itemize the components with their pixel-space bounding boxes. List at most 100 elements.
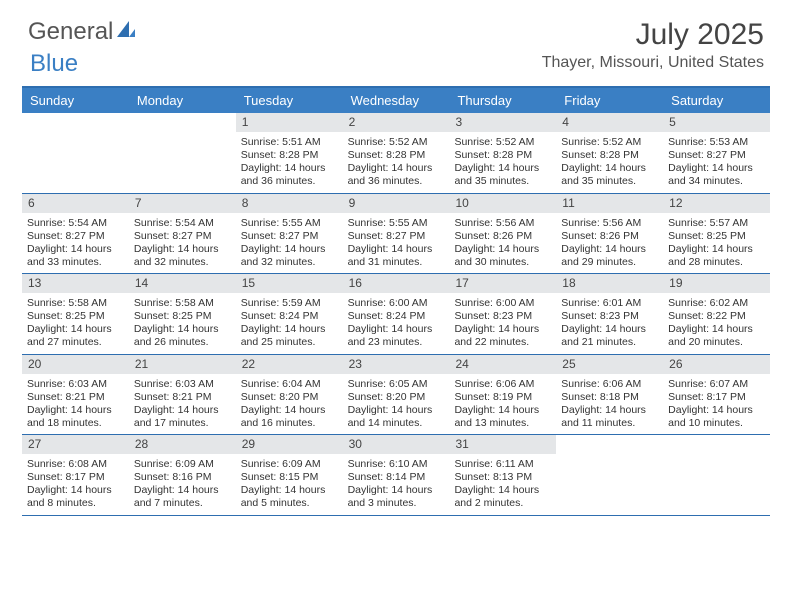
sunrise-text: Sunrise: 6:00 AM — [348, 297, 445, 310]
day-cell: 24Sunrise: 6:06 AMSunset: 8:19 PMDayligh… — [449, 355, 556, 435]
logo: General — [28, 18, 137, 46]
day-cell: 16Sunrise: 6:00 AMSunset: 8:24 PMDayligh… — [343, 274, 450, 354]
daylight-text-2: and 10 minutes. — [668, 417, 765, 430]
day-body: Sunrise: 5:57 AMSunset: 8:25 PMDaylight:… — [663, 215, 770, 274]
daylight-text-2: and 16 minutes. — [241, 417, 338, 430]
sunrise-text: Sunrise: 6:10 AM — [348, 458, 445, 471]
day-number: 4 — [556, 113, 663, 132]
day-cell: 9Sunrise: 5:55 AMSunset: 8:27 PMDaylight… — [343, 194, 450, 274]
day-number: 19 — [663, 274, 770, 293]
daylight-text-1: Daylight: 14 hours — [454, 404, 551, 417]
day-number: 25 — [556, 355, 663, 374]
day-body: Sunrise: 6:07 AMSunset: 8:17 PMDaylight:… — [663, 376, 770, 435]
day-number: 17 — [449, 274, 556, 293]
sunset-text: Sunset: 8:17 PM — [668, 391, 765, 404]
daylight-text-1: Daylight: 14 hours — [668, 323, 765, 336]
day-cell: 2Sunrise: 5:52 AMSunset: 8:28 PMDaylight… — [343, 113, 450, 193]
daylight-text-1: Daylight: 14 hours — [27, 484, 124, 497]
daylight-text-1: Daylight: 14 hours — [668, 404, 765, 417]
empty-cell — [22, 113, 129, 193]
logo-text-general: General — [28, 18, 113, 46]
header: General July 2025 Thayer, Missouri, Unit… — [0, 0, 792, 78]
daylight-text-2: and 8 minutes. — [27, 497, 124, 510]
daylight-text-1: Daylight: 14 hours — [134, 243, 231, 256]
sunrise-text: Sunrise: 6:09 AM — [241, 458, 338, 471]
day-number: 30 — [343, 435, 450, 454]
day-body: Sunrise: 6:08 AMSunset: 8:17 PMDaylight:… — [22, 456, 129, 515]
day-cell: 20Sunrise: 6:03 AMSunset: 8:21 PMDayligh… — [22, 355, 129, 435]
daylight-text-2: and 25 minutes. — [241, 336, 338, 349]
daylight-text-2: and 22 minutes. — [454, 336, 551, 349]
sunset-text: Sunset: 8:25 PM — [668, 230, 765, 243]
day-body: Sunrise: 5:53 AMSunset: 8:27 PMDaylight:… — [663, 134, 770, 193]
sunrise-text: Sunrise: 5:58 AM — [27, 297, 124, 310]
month-title: July 2025 — [542, 18, 764, 52]
day-number: 29 — [236, 435, 343, 454]
sunset-text: Sunset: 8:17 PM — [27, 471, 124, 484]
sunrise-text: Sunrise: 5:55 AM — [348, 217, 445, 230]
daylight-text-2: and 13 minutes. — [454, 417, 551, 430]
daylight-text-1: Daylight: 14 hours — [27, 323, 124, 336]
sunset-text: Sunset: 8:28 PM — [561, 149, 658, 162]
day-cell: 30 Sunrise: 6:10 AMSunset: 8:14 PMDayligh… — [343, 435, 450, 515]
day-cell: 1Sunrise: 5:51 AMSunset: 8:28 PMDaylight… — [236, 113, 343, 193]
sunset-text: Sunset: 8:14 PM — [348, 471, 445, 484]
sunrise-text: Sunrise: 6:11 AM — [454, 458, 551, 471]
week-row: 27Sunrise: 6:08 AMSunset: 8:17 PMDayligh… — [22, 435, 770, 516]
day-number: 26 — [663, 355, 770, 374]
day-body: Sunrise: 5:52 AMSunset: 8:28 PMDaylight:… — [556, 134, 663, 193]
daylight-text-1: Daylight: 14 hours — [348, 323, 445, 336]
week-row: 6Sunrise: 5:54 AMSunset: 8:27 PMDaylight… — [22, 194, 770, 275]
daylight-text-2: and 31 minutes. — [348, 256, 445, 269]
sunrise-text: Sunrise: 6:06 AM — [454, 378, 551, 391]
sunset-text: Sunset: 8:24 PM — [348, 310, 445, 323]
daylight-text-1: Daylight: 14 hours — [668, 243, 765, 256]
sunrise-text: Sunrise: 5:52 AM — [348, 136, 445, 149]
daylight-text-2: and 29 minutes. — [561, 256, 658, 269]
daylight-text-2: and 5 minutes. — [241, 497, 338, 510]
day-cell: 13Sunrise: 5:58 AMSunset: 8:25 PMDayligh… — [22, 274, 129, 354]
sunrise-text: Sunrise: 6:04 AM — [241, 378, 338, 391]
day-body: Sunrise: 6:10 AMSunset: 8:14 PMDaylight:… — [343, 456, 450, 515]
day-body: Sunrise: 5:52 AMSunset: 8:28 PMDaylight:… — [343, 134, 450, 193]
sunrise-text: Sunrise: 5:53 AM — [668, 136, 765, 149]
empty-cell — [663, 435, 770, 515]
daylight-text-2: and 2 minutes. — [454, 497, 551, 510]
day-header-row: Sunday Monday Tuesday Wednesday Thursday… — [22, 88, 770, 113]
day-number: 11 — [556, 194, 663, 213]
daylight-text-2: and 35 minutes. — [561, 175, 658, 188]
sunrise-text: Sunrise: 6:03 AM — [134, 378, 231, 391]
sunrise-text: Sunrise: 6:00 AM — [454, 297, 551, 310]
day-cell: 19Sunrise: 6:02 AMSunset: 8:22 PMDayligh… — [663, 274, 770, 354]
sunset-text: Sunset: 8:23 PM — [454, 310, 551, 323]
daylight-text-1: Daylight: 14 hours — [134, 323, 231, 336]
sunrise-text: Sunrise: 5:54 AM — [27, 217, 124, 230]
sunset-text: Sunset: 8:22 PM — [668, 310, 765, 323]
day-body: Sunrise: 6:11 AMSunset: 8:13 PMDaylight:… — [449, 456, 556, 515]
day-cell: 12Sunrise: 5:57 AMSunset: 8:25 PMDayligh… — [663, 194, 770, 274]
day-number: 18 — [556, 274, 663, 293]
sunrise-text: Sunrise: 5:59 AM — [241, 297, 338, 310]
daylight-text-1: Daylight: 14 hours — [668, 162, 765, 175]
sunset-text: Sunset: 8:27 PM — [134, 230, 231, 243]
daylight-text-2: and 33 minutes. — [27, 256, 124, 269]
dayname-sun: Sunday — [22, 88, 129, 113]
day-cell: 5Sunrise: 5:53 AMSunset: 8:27 PMDaylight… — [663, 113, 770, 193]
daylight-text-1: Daylight: 14 hours — [561, 162, 658, 175]
day-body: Sunrise: 5:51 AMSunset: 8:28 PMDaylight:… — [236, 134, 343, 193]
day-cell: 14Sunrise: 5:58 AMSunset: 8:25 PMDayligh… — [129, 274, 236, 354]
day-body: Sunrise: 5:58 AMSunset: 8:25 PMDaylight:… — [129, 295, 236, 354]
sunrise-text: Sunrise: 6:03 AM — [27, 378, 124, 391]
daylight-text-2: and 34 minutes. — [668, 175, 765, 188]
sunset-text: Sunset: 8:20 PM — [241, 391, 338, 404]
daylight-text-1: Daylight: 14 hours — [241, 484, 338, 497]
daylight-text-1: Daylight: 14 hours — [27, 404, 124, 417]
daylight-text-1: Daylight: 14 hours — [454, 162, 551, 175]
sunrise-text: Sunrise: 5:54 AM — [134, 217, 231, 230]
day-body: Sunrise: 6:06 AMSunset: 8:18 PMDaylight:… — [556, 376, 663, 435]
daylight-text-1: Daylight: 14 hours — [27, 243, 124, 256]
day-number: 7 — [129, 194, 236, 213]
sunrise-text: Sunrise: 6:06 AM — [561, 378, 658, 391]
sunset-text: Sunset: 8:23 PM — [561, 310, 658, 323]
day-cell: 7 Sunrise: 5:54 AMSunset: 8:27 PMDaylight… — [129, 194, 236, 274]
